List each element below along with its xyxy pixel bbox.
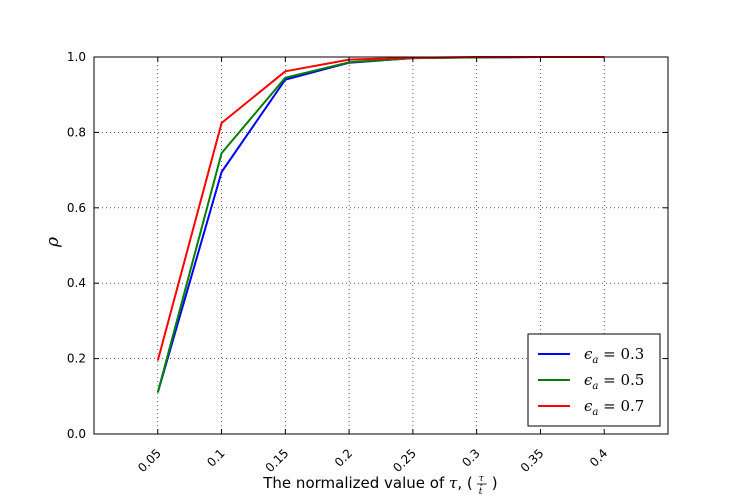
x-axis-label: The normalized value of τ, ( bbox=[262, 474, 472, 492]
y-tick-label: 1.0 bbox=[67, 50, 86, 64]
x-axis-label-main: The normalized value of bbox=[262, 474, 449, 492]
legend: ϵa = 0.3 ϵa = 0.5 ϵa = 0.7 bbox=[527, 333, 661, 427]
x-axis-label-fraction-numerator: τ bbox=[479, 474, 485, 484]
y-tick-label: 0.0 bbox=[67, 427, 86, 441]
legend-entry-1: ϵa = 0.3 bbox=[584, 345, 644, 366]
legend-entry-3: ϵa = 0.7 bbox=[584, 397, 644, 418]
y-axis-label: ρ bbox=[43, 237, 63, 248]
grid-lines bbox=[94, 56, 668, 435]
plot-frame bbox=[93, 56, 669, 435]
y-tick-label: 0.4 bbox=[67, 276, 86, 290]
y-tick-label: 0.8 bbox=[67, 125, 86, 139]
y-tick-label: 0.2 bbox=[67, 352, 86, 366]
y-tick-label: 0.6 bbox=[67, 201, 86, 215]
x-axis-label-paren-open: , ( bbox=[457, 474, 472, 492]
legend-entry-2: ϵa = 0.5 bbox=[584, 371, 644, 392]
x-axis-label-paren-close: ) bbox=[492, 474, 498, 492]
x-axis-label-tau: τ bbox=[449, 474, 458, 492]
x-axis-label-fraction-denominator: t̂ bbox=[479, 484, 483, 497]
